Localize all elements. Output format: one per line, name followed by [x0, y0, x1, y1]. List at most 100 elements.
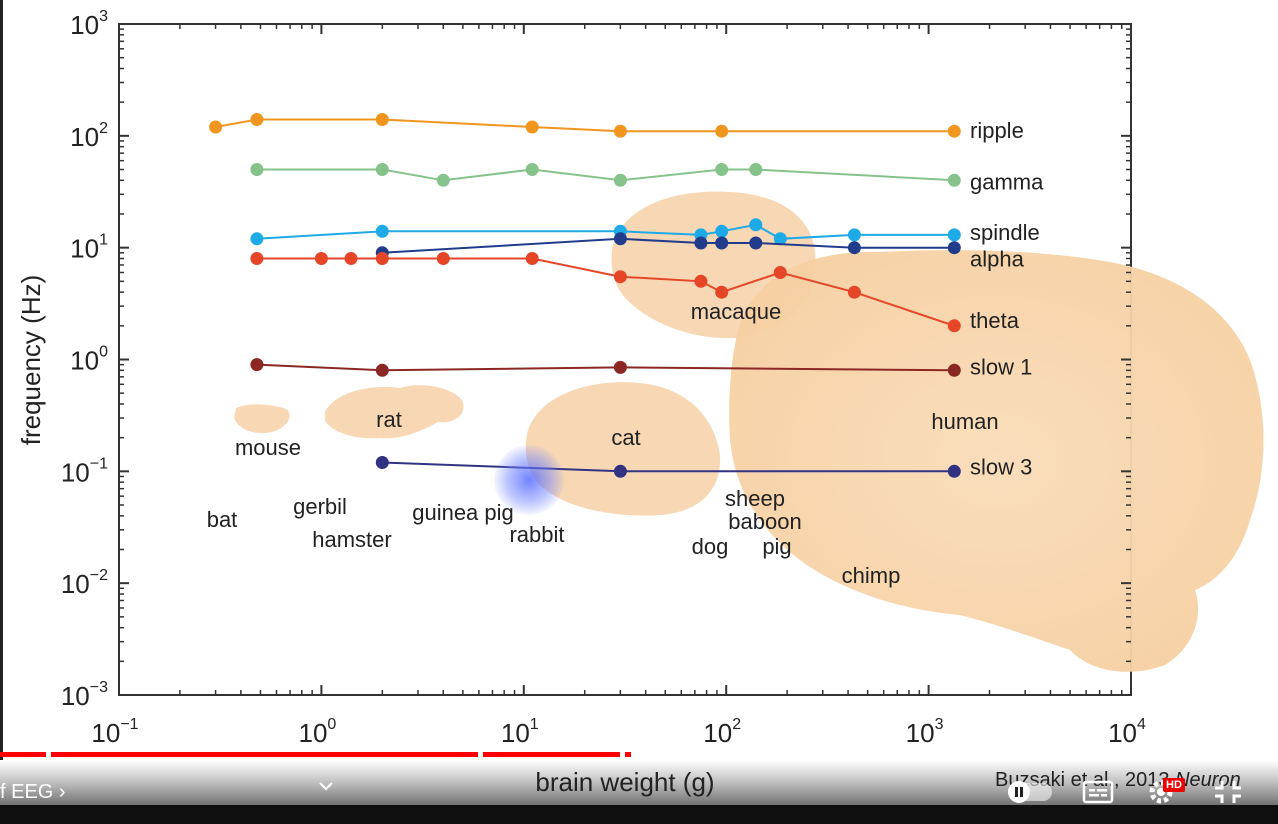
data-point-gamma: [749, 163, 763, 176]
animal-label-hamster: hamster: [312, 527, 391, 552]
data-point-gamma: [250, 163, 264, 176]
data-point-theta: [947, 319, 961, 333]
series-line-slow-1: [256, 363, 955, 372]
chevron-down-icon[interactable]: [316, 776, 336, 801]
x-tick-label: 100: [298, 716, 336, 748]
y-tick-label: 103: [70, 8, 108, 40]
data-point-gamma: [375, 163, 389, 176]
animal-label-bat: bat: [207, 507, 238, 532]
subtitles-icon[interactable]: [1082, 778, 1114, 806]
progress-played-segment[interactable]: [483, 752, 620, 757]
data-point-theta: [694, 274, 708, 288]
animal-label-macaque: macaque: [691, 299, 782, 324]
series-layer: [209, 113, 961, 478]
data-point-slow-3: [947, 464, 961, 478]
progress-segment[interactable]: [1098, 752, 1128, 757]
x-tick-label: 103: [906, 716, 944, 748]
human-brain-image: [729, 250, 1264, 672]
animal-label-sheep: sheep: [725, 486, 785, 511]
x-ticks: 10−1 100 101 102 103 104: [91, 24, 1146, 748]
progress-bar[interactable]: [0, 752, 1278, 757]
data-point-alpha: [749, 236, 763, 250]
animal-label-mouse: mouse: [235, 435, 301, 460]
progress-segment[interactable]: [756, 752, 1021, 757]
y-tick-label: 10−3: [61, 679, 108, 711]
progress-segment[interactable]: [1026, 752, 1094, 757]
series-label-theta: theta: [970, 308, 1020, 333]
data-point-ripple: [715, 124, 729, 138]
rat-brain-image: [325, 385, 464, 439]
animal-label-guinea-pig: guinea pig: [412, 500, 514, 525]
cursor-highlight: [494, 445, 564, 515]
pause-toggle-icon[interactable]: [1006, 778, 1054, 806]
data-point-theta: [773, 266, 787, 279]
hd-badge: HD: [1163, 778, 1185, 792]
credit-journal: Neuron: [1175, 769, 1241, 791]
y-ticks: 103 102 101 100 10−1 10−2 10−3: [61, 8, 1131, 711]
data-point-spindle: [250, 232, 264, 246]
data-point-spindle: [375, 224, 389, 238]
data-point-theta: [375, 252, 389, 265]
data-point-spindle: [947, 228, 961, 242]
data-point-ripple: [250, 113, 264, 126]
data-point-alpha: [613, 232, 627, 246]
data-point-ripple: [525, 120, 539, 134]
progress-buffered-segment[interactable]: [631, 752, 712, 757]
animal-label-rat: rat: [376, 407, 402, 432]
data-point-gamma: [947, 173, 961, 187]
series-label-alpha: alpha: [970, 247, 1025, 272]
progress-segment[interactable]: [1132, 752, 1258, 757]
data-point-alpha: [947, 241, 961, 255]
data-point-ripple: [209, 120, 223, 134]
series-label-ripple: ripple: [970, 118, 1024, 143]
animal-labels: bat mouse gerbil hamster rat guinea pigrabbit…: [207, 299, 999, 588]
data-point-theta: [250, 252, 264, 265]
data-point-alpha: [694, 236, 708, 250]
data-point-slow-1: [947, 363, 961, 377]
data-point-slow-1: [250, 358, 264, 372]
progress-segment[interactable]: [712, 752, 752, 757]
x-tick-label: 101: [501, 716, 539, 748]
left-edge-strip: [0, 0, 3, 760]
x-axis-title-layer: brain weight (g): [535, 767, 714, 797]
y-tick-label: 10−1: [61, 455, 108, 487]
progress-played-segment[interactable]: [51, 752, 478, 757]
x-tick-label: 104: [1108, 716, 1146, 748]
x-tick-label: 102: [703, 716, 741, 748]
data-point-spindle: [749, 218, 763, 232]
data-point-spindle: [773, 232, 787, 246]
y-tick-label: 100: [70, 344, 108, 376]
series-label-slow-1: slow 1: [970, 354, 1032, 379]
x-tick-label: 10−1: [91, 716, 138, 748]
chapter-title-button[interactable]: f EEG ›: [0, 781, 66, 803]
y-tick-label: 102: [70, 120, 108, 152]
data-point-gamma: [613, 173, 627, 187]
animal-label-cat: cat: [611, 425, 640, 450]
data-point-ripple: [947, 124, 961, 138]
data-point-ripple: [375, 113, 389, 126]
animal-label-rabbit: rabbit: [509, 522, 564, 547]
data-point-theta: [613, 270, 627, 284]
progress-played-segment[interactable]: [625, 752, 631, 757]
animal-label-baboon: baboon: [728, 509, 801, 534]
data-point-spindle: [847, 228, 861, 242]
data-point-slow-3: [375, 456, 389, 469]
data-point-slow-1: [613, 360, 627, 374]
y-axis-title: frequency (Hz): [16, 275, 46, 446]
animal-label-pig: pig: [762, 534, 791, 559]
exit-fullscreen-icon[interactable]: [1212, 778, 1244, 806]
progress-played-segment[interactable]: [0, 752, 46, 757]
player-bottom-strip: [0, 805, 1278, 824]
mouse-brain-image: [234, 404, 290, 434]
data-point-theta: [715, 285, 729, 299]
series-label-gamma: gamma: [970, 169, 1044, 194]
cat-brain-image: [525, 382, 721, 516]
x-axis-title: brain weight (g): [535, 767, 714, 797]
data-point-theta: [525, 252, 539, 265]
data-point-alpha: [715, 236, 729, 250]
data-point-theta: [436, 252, 450, 265]
data-point-gamma: [715, 163, 729, 176]
